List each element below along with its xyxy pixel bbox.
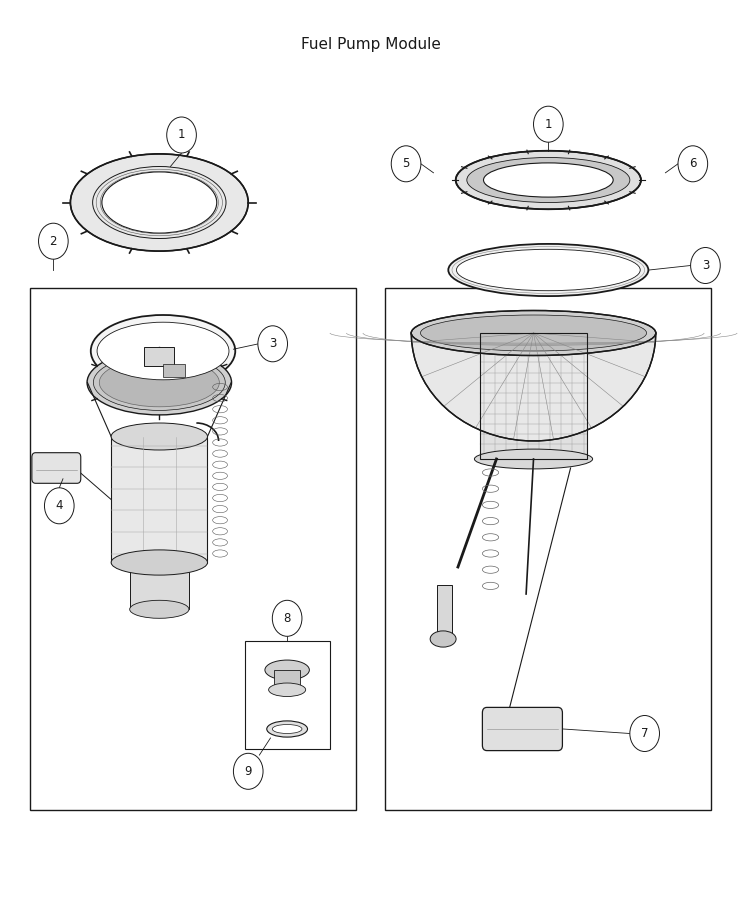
Circle shape: [273, 600, 302, 636]
Ellipse shape: [456, 249, 640, 291]
Circle shape: [167, 117, 196, 153]
Text: 3: 3: [702, 259, 709, 272]
Ellipse shape: [273, 724, 302, 733]
Bar: [111, 436, 207, 562]
Ellipse shape: [268, 683, 305, 697]
Ellipse shape: [91, 315, 236, 387]
FancyBboxPatch shape: [482, 707, 562, 751]
Text: 6: 6: [689, 158, 697, 170]
Polygon shape: [411, 333, 656, 441]
Bar: [480, 333, 587, 459]
Ellipse shape: [70, 154, 248, 251]
Ellipse shape: [111, 550, 207, 575]
Bar: [130, 560, 189, 609]
Text: 5: 5: [402, 158, 410, 170]
Circle shape: [258, 326, 288, 362]
Bar: [245, 641, 330, 749]
Bar: [163, 364, 185, 377]
Bar: [30, 288, 356, 810]
Circle shape: [44, 488, 74, 524]
Text: 3: 3: [269, 338, 276, 350]
Bar: [480, 333, 587, 459]
Text: 8: 8: [284, 612, 290, 625]
Ellipse shape: [467, 158, 630, 202]
Text: 2: 2: [50, 235, 57, 248]
Bar: [144, 346, 174, 366]
Ellipse shape: [130, 600, 189, 618]
Ellipse shape: [474, 449, 593, 469]
Ellipse shape: [265, 660, 310, 680]
Ellipse shape: [99, 358, 219, 407]
Ellipse shape: [111, 423, 207, 450]
Ellipse shape: [102, 172, 216, 233]
Ellipse shape: [87, 350, 231, 415]
Circle shape: [391, 146, 421, 182]
Circle shape: [39, 223, 68, 259]
Ellipse shape: [411, 310, 656, 356]
FancyBboxPatch shape: [32, 453, 81, 483]
Bar: [385, 288, 711, 810]
Text: 1: 1: [178, 129, 185, 141]
Ellipse shape: [448, 244, 648, 296]
Text: 1: 1: [545, 118, 552, 130]
Circle shape: [534, 106, 563, 142]
Ellipse shape: [484, 163, 614, 197]
Bar: [274, 670, 301, 689]
Ellipse shape: [97, 322, 229, 380]
Circle shape: [630, 716, 659, 751]
Text: Fuel Pump Module: Fuel Pump Module: [301, 38, 440, 52]
Ellipse shape: [267, 721, 308, 737]
Circle shape: [233, 753, 263, 789]
Bar: [437, 585, 452, 639]
Ellipse shape: [430, 631, 456, 647]
Ellipse shape: [456, 150, 641, 210]
Text: 4: 4: [56, 500, 63, 512]
Circle shape: [691, 248, 720, 284]
Ellipse shape: [93, 355, 225, 410]
Text: 9: 9: [245, 765, 252, 778]
Text: 7: 7: [641, 727, 648, 740]
Ellipse shape: [420, 315, 647, 351]
Circle shape: [678, 146, 708, 182]
